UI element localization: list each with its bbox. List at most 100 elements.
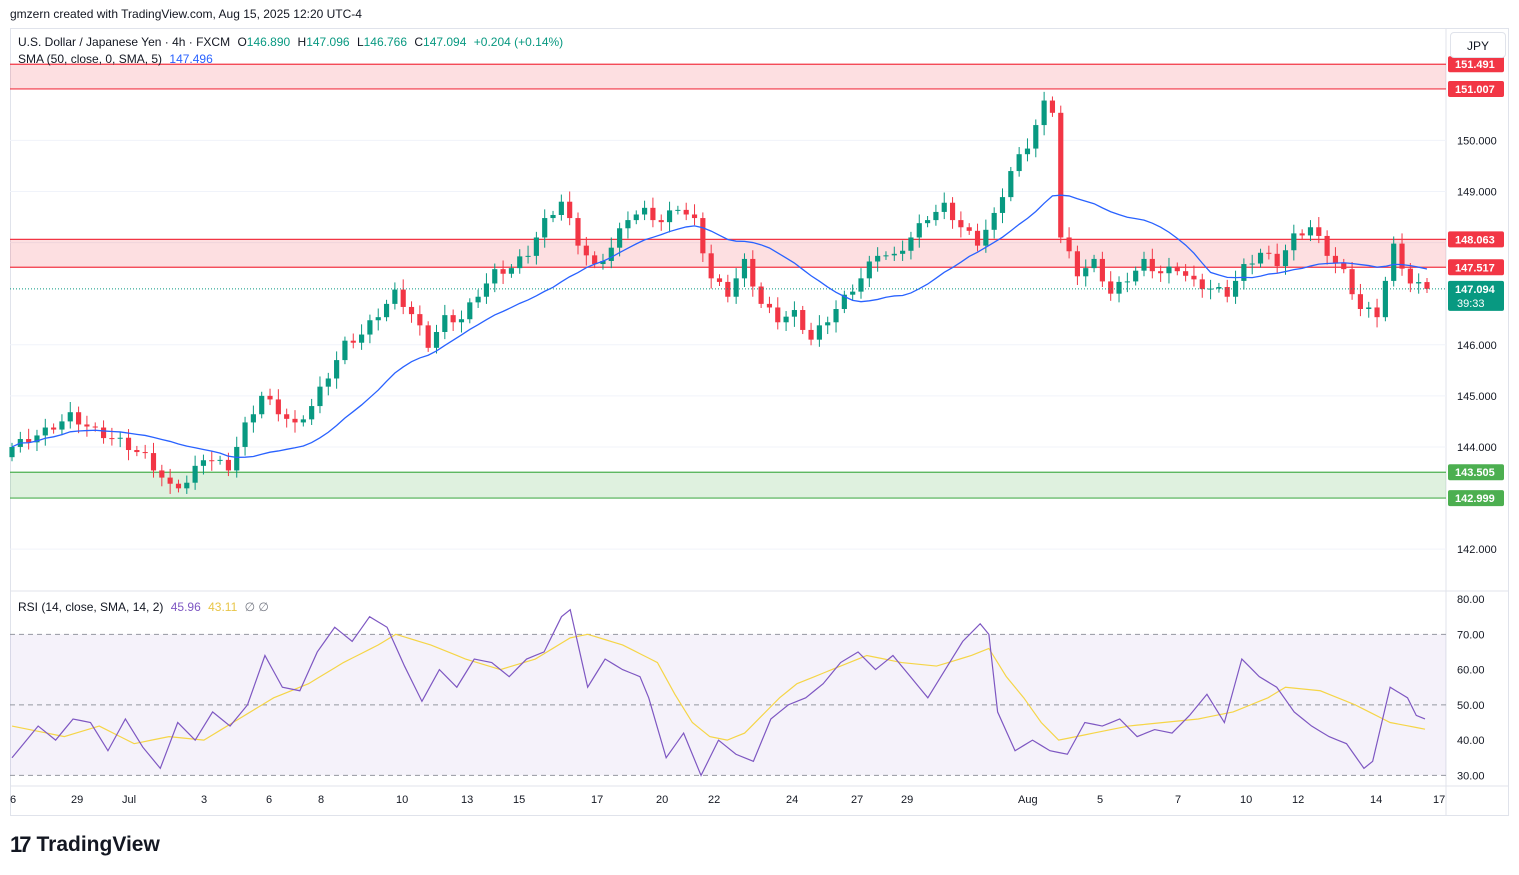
candle-body xyxy=(608,247,614,261)
time-tick-label: 15 xyxy=(513,794,525,806)
price-label-tag xyxy=(1448,280,1504,311)
price-label-text: 142.999 xyxy=(1455,493,1495,505)
rsi-band xyxy=(10,634,1446,776)
candle-body xyxy=(600,260,606,265)
candle-body xyxy=(325,378,331,387)
candle-body xyxy=(716,278,723,282)
time-tick-label: 22 xyxy=(708,794,720,806)
candle-body xyxy=(342,340,348,361)
candle-body xyxy=(159,470,165,478)
candle-body xyxy=(1174,266,1180,272)
candle-body xyxy=(833,309,839,323)
open-value: 146.890 xyxy=(246,35,291,49)
time-tick-label: 8 xyxy=(318,794,324,806)
candle-body xyxy=(683,209,689,215)
candle-body xyxy=(1066,237,1072,252)
price-label-text: 151.491 xyxy=(1455,59,1495,71)
rsi-tick-label: 80.00 xyxy=(1457,594,1485,606)
sma-label[interactable]: SMA (50, close, 0, SMA, 5) xyxy=(18,52,163,66)
candle-body xyxy=(558,201,564,215)
candle-body xyxy=(117,437,123,439)
time-tick-label: Aug xyxy=(1018,794,1038,806)
candle-body xyxy=(1149,258,1155,272)
rsi-tick-label: 60.00 xyxy=(1457,665,1485,677)
candle-body xyxy=(675,209,681,211)
candle-body xyxy=(841,294,847,309)
candles xyxy=(9,91,1430,494)
candle-body xyxy=(1099,258,1105,282)
candle-body xyxy=(400,289,406,307)
candle-body xyxy=(1374,307,1380,318)
rsi-sma-line xyxy=(11,633,1426,745)
currency-button[interactable]: JPY xyxy=(1450,32,1506,58)
candle-body xyxy=(758,286,764,304)
time-tick-label: 3 xyxy=(201,794,207,806)
candle-body xyxy=(1083,268,1089,277)
candle-body xyxy=(292,418,298,423)
time-tick-label: 5 xyxy=(1097,794,1103,806)
candle-body xyxy=(750,258,756,287)
candle-body xyxy=(350,340,356,343)
candle-body xyxy=(334,360,340,379)
price-label-tag xyxy=(1448,259,1504,276)
rsi-label[interactable]: RSI (14, close, SMA, 14, 2) xyxy=(18,600,164,614)
low-label: L xyxy=(356,35,364,49)
candle-body xyxy=(150,453,157,471)
candle-body xyxy=(1299,233,1305,236)
candle-body xyxy=(259,395,265,415)
candle-body xyxy=(783,316,789,323)
candle-body xyxy=(250,414,256,423)
candle-body xyxy=(850,291,856,295)
price-tick-label: 142.000 xyxy=(1457,544,1497,556)
candle-body xyxy=(192,465,198,483)
candle-body xyxy=(1266,252,1272,254)
price-label-tag xyxy=(1448,231,1504,248)
price-label-tag xyxy=(1448,490,1504,507)
candle-body xyxy=(642,207,648,215)
symbol-title[interactable]: U.S. Dollar / Japanese Yen · 4h · FXCM xyxy=(18,35,231,49)
price-tick-label: 144.000 xyxy=(1457,442,1497,454)
candle-body xyxy=(933,211,939,221)
support-zone xyxy=(10,472,1446,499)
candle-body xyxy=(650,207,656,221)
candle-body xyxy=(492,269,498,284)
candle-body xyxy=(733,278,739,297)
candle-body xyxy=(1257,252,1264,264)
candle-body xyxy=(184,482,190,489)
candle-body xyxy=(1324,235,1330,256)
time-tick-label: 27 xyxy=(851,794,863,806)
candle-body xyxy=(1058,112,1064,238)
candle-body xyxy=(1116,281,1122,294)
resistance-zone xyxy=(10,64,1446,89)
candle-body xyxy=(775,307,781,323)
candle-body xyxy=(991,212,997,230)
candle-body xyxy=(1399,243,1405,269)
price-label-text: 147.094 xyxy=(1455,284,1496,296)
candle-body xyxy=(1091,258,1097,269)
candle-body xyxy=(1416,282,1422,284)
candle-body xyxy=(500,269,506,274)
time-tick-label: 17 xyxy=(1433,794,1445,806)
time-tick-label: 29 xyxy=(901,794,913,806)
time-tick-label: 14 xyxy=(1370,794,1382,806)
candle-body xyxy=(800,310,806,330)
candle-body xyxy=(67,412,73,422)
candle-body xyxy=(475,296,481,303)
rsi-sma-value: 43.11 xyxy=(208,600,238,614)
candle-body xyxy=(983,229,989,246)
candle-body xyxy=(51,427,57,430)
rsi-tick-label: 70.00 xyxy=(1457,629,1485,641)
candle-body xyxy=(1124,281,1130,283)
candle-body xyxy=(941,202,947,212)
candle-body xyxy=(1216,287,1222,289)
candle-body xyxy=(791,310,797,317)
candle-body xyxy=(891,253,897,256)
candle-body xyxy=(1108,281,1114,294)
candle-body xyxy=(1183,271,1189,276)
candle-body xyxy=(999,197,1006,213)
candle-body xyxy=(225,459,231,471)
candle-body xyxy=(1224,287,1230,297)
candle-body xyxy=(1274,253,1280,267)
candle-body xyxy=(442,315,448,332)
